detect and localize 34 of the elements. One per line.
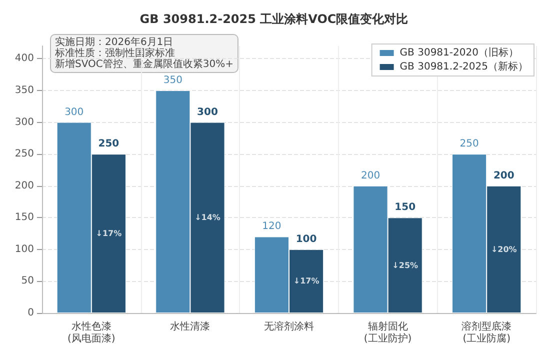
y-tick-label: 300 [14,116,34,128]
legend-label: GB 30981-2020（旧标） [400,46,518,58]
x-tick-label: 无溶剂涂料 [264,320,314,332]
y-tick-label: 150 [14,212,34,224]
y-tick-label: 100 [14,244,34,255]
data-label: 150 [394,202,416,214]
x-tick-label: 水性色漆 (风电面漆) [67,320,116,344]
annotation: ↓14% [194,213,220,222]
x-tick-label: 水性清漆 [170,320,210,332]
y-tick-label: 0 [28,308,34,318]
x-tick-label: 溶剂型底漆 (工业防腐) [462,320,512,344]
y-tick-label: 250 [14,148,34,160]
data-label: 250 [98,138,120,150]
x-tick-label: 辐射固化 (工业防护) [364,320,412,344]
data-label: 200 [493,170,514,182]
data-label: 100 [296,234,317,245]
annotation: ↓20% [490,244,517,254]
data-label: 350 [163,75,182,86]
data-label: 250 [460,138,479,150]
y-tick-label: 400 [14,53,34,64]
data-label: 200 [360,170,380,182]
annotation: ↓25% [392,260,418,270]
chart-title: GB 30981.2-2025 工业涂料VOC限值变化对比 [140,12,408,26]
annotation: ↓17% [96,229,122,238]
annotation: 实施日期：2026年6月1日 [55,36,174,48]
data-label: 300 [197,106,218,118]
y-tick-label: 50 [21,276,34,287]
annotation: 新增SVOC管控、重金属限值收紧30%+ [55,58,234,70]
data-label: 300 [64,106,84,118]
data-label: 120 [262,221,282,232]
annotation: ↓17% [293,276,320,286]
y-tick-label: 350 [14,85,34,96]
y-tick-label: 200 [14,180,34,192]
legend-label: GB 30981.2-2025（新标） [400,60,528,72]
